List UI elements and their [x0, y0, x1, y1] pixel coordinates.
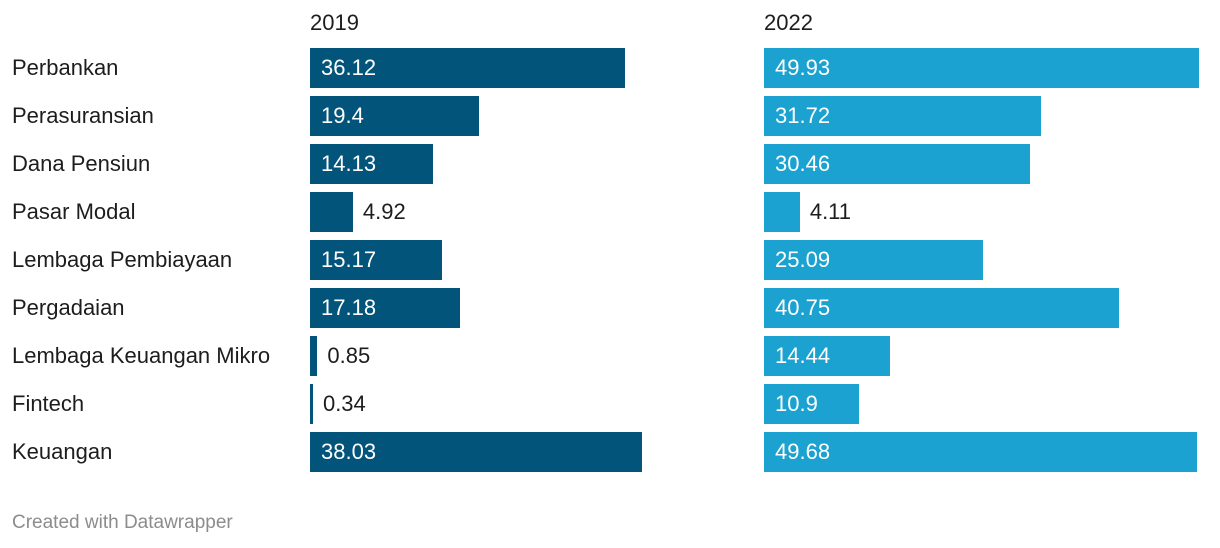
bar-2019 [310, 432, 642, 472]
bar-2019 [310, 96, 480, 136]
data-label-2022: 31.72 [775, 103, 831, 128]
bar-2022 [764, 336, 890, 376]
bar-2019 [310, 288, 460, 328]
category-label: Perasuransian [12, 103, 154, 128]
data-label-2019: 0.34 [322, 391, 366, 416]
panel-title-2019: 2019 [310, 10, 359, 35]
bar-2019 [310, 336, 318, 376]
data-label-2019: 15.17 [321, 247, 377, 272]
data-label-2019: 0.85 [327, 343, 371, 368]
data-label-2022: 10.9 [775, 391, 818, 416]
bar-2022 [764, 240, 983, 280]
data-label-2022: 49.93 [775, 55, 831, 80]
data-label-2019: 17.18 [321, 295, 377, 320]
category-label: Pergadaian [12, 295, 125, 320]
footer-credit: Created with Datawrapper [12, 512, 233, 533]
data-label-2022: 4.11 [809, 199, 852, 224]
bar-2022 [764, 96, 1041, 136]
bar-2019 [310, 240, 443, 280]
category-label: Perbankan [12, 55, 119, 80]
bar-2022 [764, 192, 800, 232]
data-label-2019: 36.12 [321, 55, 377, 80]
data-label-2022: 49.68 [775, 439, 831, 464]
bar-2019 [310, 384, 313, 424]
bar-2022 [764, 48, 1200, 88]
data-label-2022: 14.44 [775, 343, 831, 368]
bar-2022 [764, 144, 1030, 184]
data-label-2022: 30.46 [775, 151, 831, 176]
bar-2022 [764, 432, 1198, 472]
data-label-2022: 40.75 [775, 295, 831, 320]
data-label-2019: 14.13 [321, 151, 377, 176]
bar-2022 [764, 288, 1120, 328]
panel-title-2022: 2022 [764, 10, 813, 35]
data-label-2019: 38.03 [321, 439, 377, 464]
data-label-2019: 4.92 [362, 199, 406, 224]
category-label: Lembaga Keuangan Mikro [12, 343, 271, 368]
category-label: Lembaga Pembiayaan [12, 247, 233, 272]
data-label-2022: 25.09 [775, 247, 831, 272]
bar-2019 [310, 144, 434, 184]
bar-2019 [310, 48, 625, 88]
bar-2022 [764, 384, 860, 424]
data-label-2019: 19.4 [321, 103, 364, 128]
category-label: Pasar Modal [12, 199, 136, 224]
bar-2019 [310, 192, 353, 232]
category-label: Keuangan [12, 439, 113, 464]
category-label: Dana Pensiun [12, 151, 151, 176]
category-label: Fintech [12, 391, 85, 416]
